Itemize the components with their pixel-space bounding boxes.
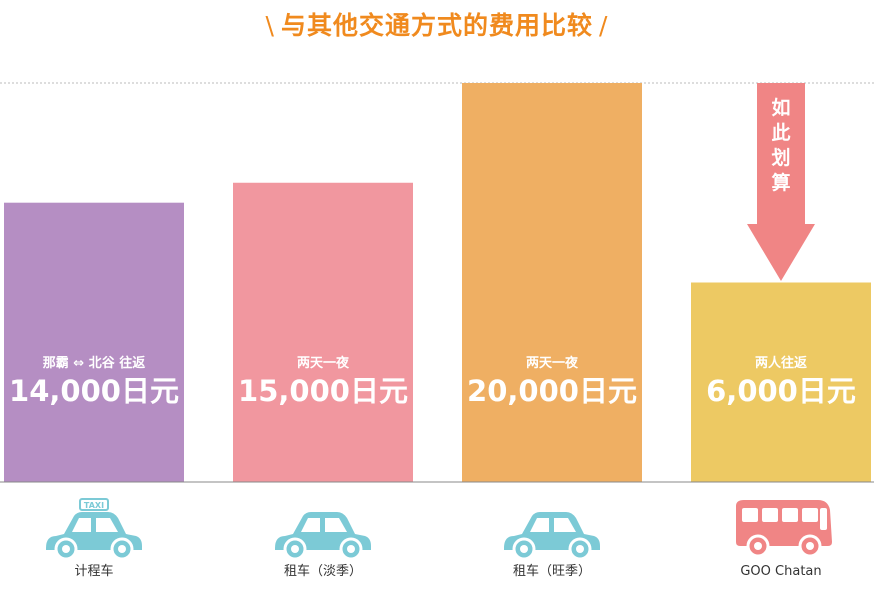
bar-sub-label: 两天一夜 (297, 355, 350, 371)
bar-value-label: 20,000日元 (467, 374, 637, 408)
annotation-char: 此 (771, 121, 790, 144)
bar-value-label: 6,000日元 (706, 374, 856, 408)
taxi-icon: TAXI (46, 498, 142, 561)
bar-value-label: 15,000日元 (238, 374, 408, 408)
bus-door (820, 508, 827, 530)
wheel-hub (754, 542, 762, 550)
wheel-hub (347, 545, 355, 553)
car-window (96, 518, 118, 532)
car-icon (504, 512, 600, 561)
car-window (72, 518, 91, 532)
wheel-hub (806, 542, 814, 550)
wheel-hub (291, 545, 299, 553)
taxi-sign-text: TAXI (84, 501, 104, 510)
category-label: 计程车 (74, 563, 113, 579)
bar-sub-label: 两人往返 (755, 355, 807, 371)
wheel-hub (576, 545, 584, 553)
title-text: 与其他交通方式的费用比较 (280, 11, 593, 40)
bus-window (742, 508, 758, 522)
bar (691, 282, 871, 482)
chart-title: \ 与其他交通方式的费用比较 / (0, 6, 874, 42)
title-slash-left: \ (265, 11, 275, 40)
taxi-sign (79, 498, 109, 511)
bar (4, 202, 184, 482)
down-arrow-icon (747, 83, 815, 281)
title-slash-right: / (599, 11, 609, 40)
category-label: 租车（旺季） (513, 563, 591, 579)
bar-sub-label: 两天一夜 (526, 355, 579, 371)
category-label: 租车（淡季） (284, 563, 362, 579)
category-label: GOO Chatan (740, 564, 821, 579)
car-window (530, 518, 549, 532)
wheel-hub (118, 545, 126, 553)
car-window (325, 518, 347, 532)
bar (233, 182, 413, 482)
annotation-char: 如 (771, 96, 790, 119)
annotation-char: 算 (771, 171, 790, 194)
bar-value-label: 14,000日元 (9, 374, 179, 408)
car-window (554, 518, 576, 532)
wheel-hub (520, 545, 528, 553)
wheel-hub (62, 545, 70, 553)
bus-window (802, 508, 818, 522)
bus-icon (736, 500, 832, 558)
bus-window (782, 508, 798, 522)
bus-window (762, 508, 778, 522)
car-icon (275, 512, 371, 561)
annotation-char: 划 (771, 146, 790, 169)
car-window (301, 518, 320, 532)
bar (462, 83, 642, 482)
bar-sub-label: 那霸 ⇔ 北谷 往返 (43, 355, 145, 371)
